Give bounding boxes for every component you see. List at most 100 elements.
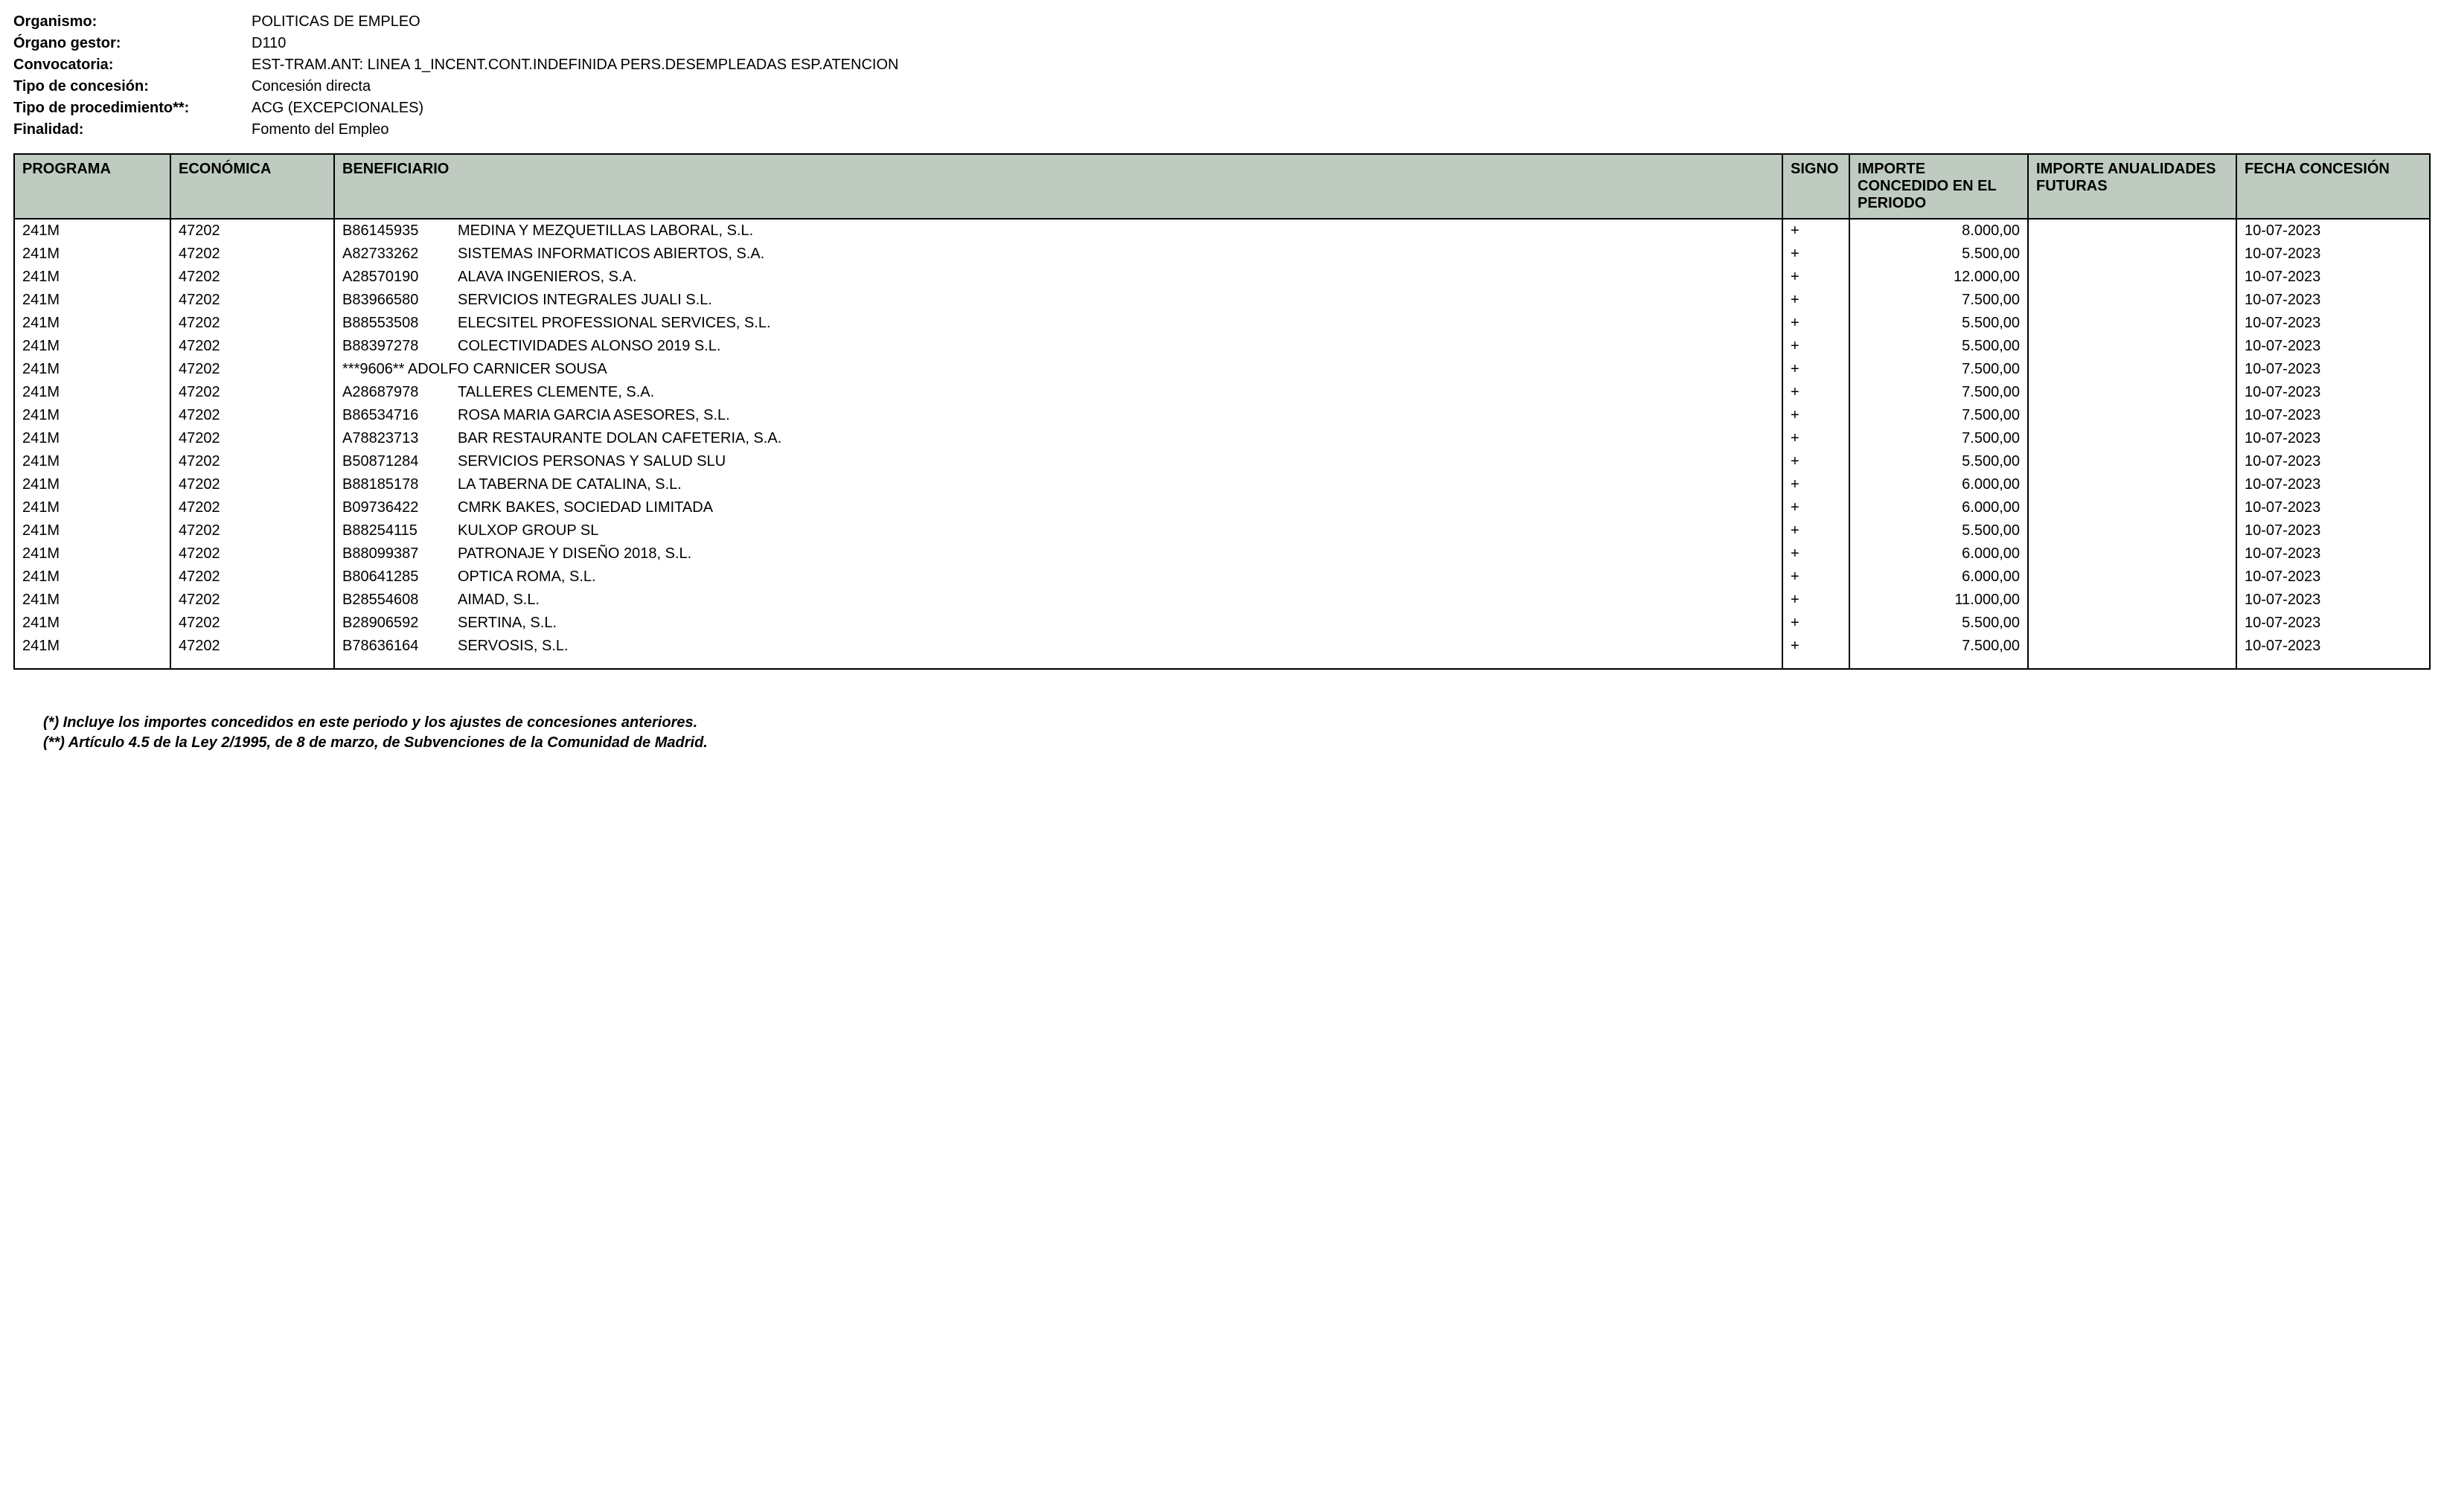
- beneficiario-name: SERTINA, S.L.: [458, 615, 557, 631]
- table-header-row: PROGRAMA ECONÓMICA BENEFICIARIO SIGNO IM…: [14, 154, 2430, 219]
- meta-value: POLITICAS DE EMPLEO: [252, 13, 2431, 31]
- cell-beneficiario: B86534716ROSA MARIA GARCIA ASESORES, S.L…: [334, 404, 1782, 427]
- cell-economica: 47202: [170, 496, 334, 519]
- meta-label: Tipo de procedimiento**:: [13, 100, 252, 117]
- cell-programa: 241M: [14, 289, 170, 312]
- table-row: 241M47202B86145935MEDINA Y MEZQUETILLAS …: [14, 219, 2430, 243]
- cell-signo: +: [1782, 335, 1849, 358]
- cell-beneficiario: B88099387PATRONAJE Y DISEÑO 2018, S.L.: [334, 542, 1782, 566]
- beneficiario-name: BAR RESTAURANTE DOLAN CAFETERIA, S.A.: [458, 430, 781, 446]
- beneficiario-id: B09736422: [342, 499, 458, 516]
- table-row: 241M47202B88099387PATRONAJE Y DISEÑO 201…: [14, 542, 2430, 566]
- table-row: 241M47202B88185178LA TABERNA DE CATALINA…: [14, 473, 2430, 496]
- cell-signo: +: [1782, 589, 1849, 612]
- beneficiario-id: B50871284: [342, 453, 458, 470]
- col-header-importe-futuras: IMPORTE ANUALIDADES FUTURAS: [2028, 154, 2236, 219]
- beneficiario-name: AIMAD, S.L.: [458, 592, 540, 608]
- cell-fecha: 10-07-2023: [2236, 612, 2430, 635]
- table-row: 241M47202B28906592SERTINA, S.L.+5.500,00…: [14, 612, 2430, 635]
- cell-economica: 47202: [170, 381, 334, 404]
- cell-beneficiario: B28554608AIMAD, S.L.: [334, 589, 1782, 612]
- col-header-fecha: FECHA CONCESIÓN: [2236, 154, 2430, 219]
- table-row: 241M47202B88553508ELECSITEL PROFESSIONAL…: [14, 312, 2430, 335]
- table-row: 241M47202B09736422CMRK BAKES, SOCIEDAD L…: [14, 496, 2430, 519]
- cell-importe-periodo: 12.000,00: [1849, 266, 2028, 289]
- cell-importe-periodo: 7.500,00: [1849, 381, 2028, 404]
- cell-importe-futuras: [2028, 450, 2236, 473]
- cell-signo: +: [1782, 427, 1849, 450]
- cell-importe-periodo: 5.500,00: [1849, 335, 2028, 358]
- meta-label: Convocatoria:: [13, 57, 252, 74]
- beneficiario-name: SERVICIOS PERSONAS Y SALUD SLU: [458, 453, 726, 470]
- beneficiario-name: ROSA MARIA GARCIA ASESORES, S.L.: [458, 407, 730, 423]
- cell-fecha: 10-07-2023: [2236, 358, 2430, 381]
- beneficiario-name: CMRK BAKES, SOCIEDAD LIMITADA: [458, 499, 713, 516]
- cell-importe-periodo: 7.500,00: [1849, 289, 2028, 312]
- meta-row-convocatoria: Convocatoria: EST-TRAM.ANT: LINEA 1_INCE…: [13, 57, 2431, 74]
- cell-importe-periodo: 5.500,00: [1849, 243, 2028, 266]
- cell-economica: 47202: [170, 358, 334, 381]
- cell-programa: 241M: [14, 358, 170, 381]
- cell-fecha: 10-07-2023: [2236, 473, 2430, 496]
- table-row: 241M47202A78823713BAR RESTAURANTE DOLAN …: [14, 427, 2430, 450]
- col-header-importe-periodo: IMPORTE CONCEDIDO EN EL PERIODO: [1849, 154, 2028, 219]
- cell-signo: +: [1782, 450, 1849, 473]
- cell-importe-periodo: 5.500,00: [1849, 450, 2028, 473]
- beneficiario-name: LA TABERNA DE CATALINA, S.L.: [458, 476, 682, 493]
- beneficiario-id: A28687978: [342, 384, 458, 401]
- footnote-2: (**) Artículo 4.5 de la Ley 2/1995, de 8…: [43, 734, 2431, 752]
- cell-programa: 241M: [14, 381, 170, 404]
- table-row: 241M47202A28570190ALAVA INGENIEROS, S.A.…: [14, 266, 2430, 289]
- beneficiario-id: A82733262: [342, 246, 458, 263]
- cell-signo: +: [1782, 612, 1849, 635]
- cell-signo: +: [1782, 381, 1849, 404]
- cell-signo: +: [1782, 312, 1849, 335]
- table-row: 241M47202B88397278COLECTIVIDADES ALONSO …: [14, 335, 2430, 358]
- col-header-programa: PROGRAMA: [14, 154, 170, 219]
- cell-beneficiario: A82733262SISTEMAS INFORMATICOS ABIERTOS,…: [334, 243, 1782, 266]
- beneficiario-id: B88185178: [342, 476, 458, 493]
- cell-fecha: 10-07-2023: [2236, 542, 2430, 566]
- table-row: 241M47202B86534716ROSA MARIA GARCIA ASES…: [14, 404, 2430, 427]
- meta-row-organismo: Organismo: POLITICAS DE EMPLEO: [13, 13, 2431, 31]
- cell-beneficiario: B28906592SERTINA, S.L.: [334, 612, 1782, 635]
- cell-importe-periodo: 6.000,00: [1849, 566, 2028, 589]
- cell-fecha: 10-07-2023: [2236, 427, 2430, 450]
- cell-programa: 241M: [14, 519, 170, 542]
- table-row: 241M47202A82733262SISTEMAS INFORMATICOS …: [14, 243, 2430, 266]
- cell-signo: +: [1782, 243, 1849, 266]
- beneficiario-name: TALLERES CLEMENTE, S.A.: [458, 384, 654, 400]
- cell-signo: +: [1782, 219, 1849, 243]
- cell-economica: 47202: [170, 289, 334, 312]
- cell-fecha: 10-07-2023: [2236, 243, 2430, 266]
- footnotes-block: (*) Incluye los importes concedidos en e…: [13, 714, 2431, 752]
- cell-importe-futuras: [2028, 496, 2236, 519]
- beneficiario-id: B88553508: [342, 315, 458, 332]
- cell-fecha: 10-07-2023: [2236, 312, 2430, 335]
- cell-importe-futuras: [2028, 635, 2236, 669]
- meta-value: D110: [252, 35, 2431, 52]
- cell-programa: 241M: [14, 427, 170, 450]
- cell-programa: 241M: [14, 612, 170, 635]
- cell-importe-futuras: [2028, 519, 2236, 542]
- cell-fecha: 10-07-2023: [2236, 589, 2430, 612]
- cell-beneficiario: B86145935MEDINA Y MEZQUETILLAS LABORAL, …: [334, 219, 1782, 243]
- meta-label: Tipo de concesión:: [13, 78, 252, 95]
- cell-economica: 47202: [170, 612, 334, 635]
- cell-fecha: 10-07-2023: [2236, 635, 2430, 669]
- cell-importe-periodo: 8.000,00: [1849, 219, 2028, 243]
- table-row: 241M47202B78636164SERVOSIS, S.L.+7.500,0…: [14, 635, 2430, 669]
- cell-importe-futuras: [2028, 266, 2236, 289]
- cell-importe-futuras: [2028, 312, 2236, 335]
- beneficiario-id: B28906592: [342, 615, 458, 632]
- cell-economica: 47202: [170, 243, 334, 266]
- cell-programa: 241M: [14, 450, 170, 473]
- meta-row-tipo-procedimiento: Tipo de procedimiento**: ACG (EXCEPCIONA…: [13, 100, 2431, 117]
- meta-row-tipo-concesion: Tipo de concesión: Concesión directa: [13, 78, 2431, 95]
- cell-importe-periodo: 7.500,00: [1849, 358, 2028, 381]
- cell-economica: 47202: [170, 404, 334, 427]
- cell-importe-periodo: 6.000,00: [1849, 496, 2028, 519]
- meta-row-finalidad: Finalidad: Fomento del Empleo: [13, 121, 2431, 138]
- cell-fecha: 10-07-2023: [2236, 335, 2430, 358]
- cell-economica: 47202: [170, 542, 334, 566]
